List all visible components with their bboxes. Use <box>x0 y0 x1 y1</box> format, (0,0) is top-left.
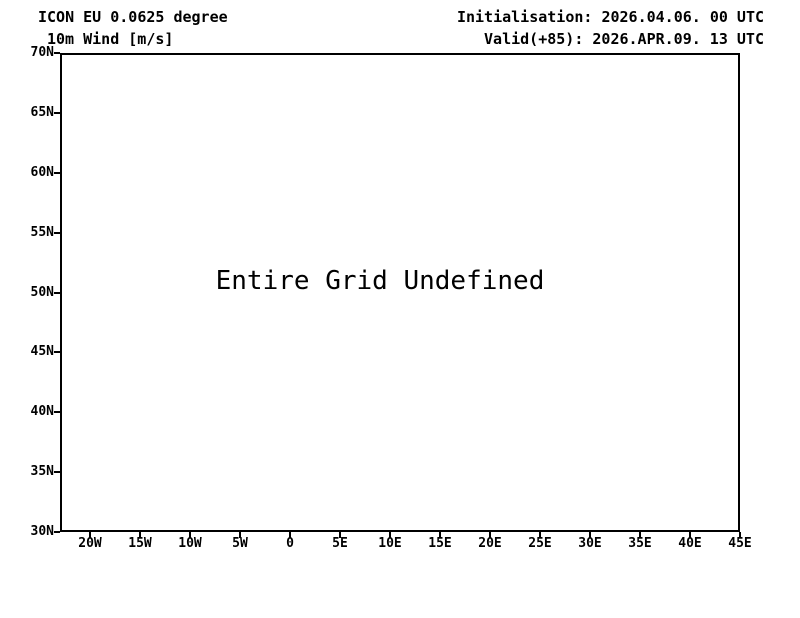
y-axis-label: 70N <box>30 45 54 60</box>
x-axis-label: 5W <box>232 536 248 551</box>
y-axis-tick <box>54 171 60 174</box>
x-axis-label: 30E <box>578 536 602 551</box>
x-axis-label: 15E <box>428 536 452 551</box>
y-axis-tick <box>54 351 60 354</box>
y-axis-label: 50N <box>30 284 54 300</box>
map-plot-area <box>60 53 740 532</box>
x-axis-tick <box>739 532 741 538</box>
x-axis-label: 20E <box>478 536 502 551</box>
x-axis-label: 25E <box>528 536 552 551</box>
model-title: ICON EU 0.0625 degree <box>38 8 228 26</box>
y-axis-tick <box>54 531 60 533</box>
x-axis-tick <box>89 532 91 538</box>
y-axis-tick <box>54 231 60 234</box>
y-axis-label: 45N <box>30 344 54 360</box>
x-axis-tick <box>489 532 491 538</box>
x-axis-tick <box>139 532 141 538</box>
x-axis-label: 10E <box>378 536 402 551</box>
x-axis-label: 20W <box>78 536 102 551</box>
x-axis-label: 5E <box>332 536 348 551</box>
y-axis-label: 35N <box>30 464 54 480</box>
y-axis-label: 40N <box>30 404 54 420</box>
y-axis-label: 60N <box>30 164 54 180</box>
x-axis-tick <box>289 532 291 538</box>
x-axis-label: 45E <box>728 536 752 551</box>
x-axis-label: 0 <box>286 536 294 551</box>
x-axis-label: 35E <box>628 536 652 551</box>
x-axis-tick <box>339 532 341 538</box>
x-axis-tick <box>189 532 191 538</box>
x-axis-tick <box>539 532 541 538</box>
valid-time: Valid(+85): 2026.APR.09. 13 UTC <box>484 30 764 48</box>
field-title: 10m Wind [m/s] <box>47 30 174 48</box>
x-axis-tick <box>639 532 641 538</box>
y-axis-tick <box>54 52 60 54</box>
undefined-grid-message: Entire Grid Undefined <box>215 266 545 296</box>
x-axis-tick <box>439 532 441 538</box>
y-axis-label: 30N <box>30 524 54 539</box>
y-axis-tick <box>54 111 60 114</box>
x-axis-label: 10W <box>178 536 202 551</box>
x-axis-tick <box>689 532 691 538</box>
x-axis-tick <box>239 532 241 538</box>
y-axis-label: 65N <box>30 104 54 120</box>
x-axis-label: 40E <box>678 536 702 551</box>
initialisation-time: Initialisation: 2026.04.06. 00 UTC <box>456 8 764 26</box>
x-axis-tick <box>389 532 391 538</box>
x-axis-tick <box>589 532 591 538</box>
y-axis-tick <box>54 411 60 414</box>
y-axis-tick <box>54 291 60 294</box>
x-axis-label: 15W <box>128 536 152 551</box>
y-axis-label: 55N <box>30 224 54 240</box>
y-axis-tick <box>54 471 60 474</box>
